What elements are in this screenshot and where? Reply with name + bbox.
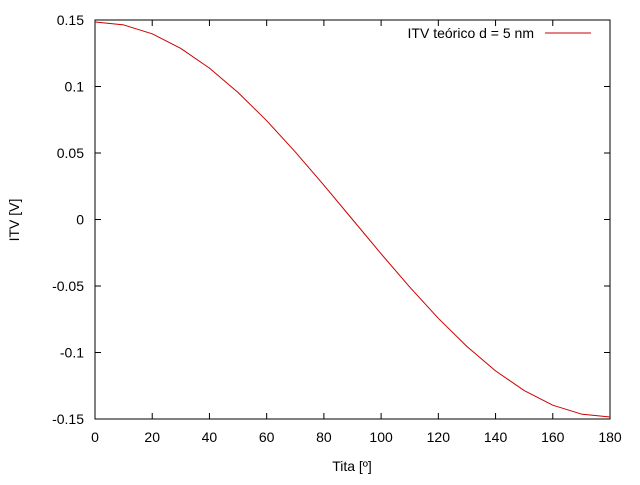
x-tick-label: 20: [144, 429, 160, 445]
x-axis-label: Tita [º]: [332, 458, 372, 474]
x-tick-label: 100: [369, 429, 393, 445]
x-tick-label: 160: [541, 429, 565, 445]
y-axis-label: ITV [V]: [6, 199, 22, 242]
y-tick-label: 0.15: [57, 12, 84, 28]
ticks: 0 20 40 60 80 100 120 140 160 180 0.15 0.1 0.05 0 -0.0…: [52, 12, 622, 445]
y-tick-label: -0.15: [52, 411, 84, 427]
x-tick-label: 40: [202, 429, 218, 445]
x-tick-label: 80: [316, 429, 332, 445]
legend: ITV teórico d = 5 nm: [408, 25, 591, 41]
y-tick-label: -0.1: [60, 345, 84, 361]
y-tick-label: -0.05: [52, 278, 84, 294]
x-tick-label: 60: [259, 429, 275, 445]
x-tick-label: 120: [427, 429, 451, 445]
series-layer: [95, 22, 610, 417]
x-tick-label: 0: [91, 429, 99, 445]
x-tick-label: 140: [484, 429, 508, 445]
legend-label: ITV teórico d = 5 nm: [408, 25, 534, 41]
y-tick-label: 0.1: [65, 79, 85, 95]
y-tick-label: 0: [76, 212, 84, 228]
y-tick-label: 0.05: [57, 145, 84, 161]
x-tick-label: 180: [598, 429, 622, 445]
